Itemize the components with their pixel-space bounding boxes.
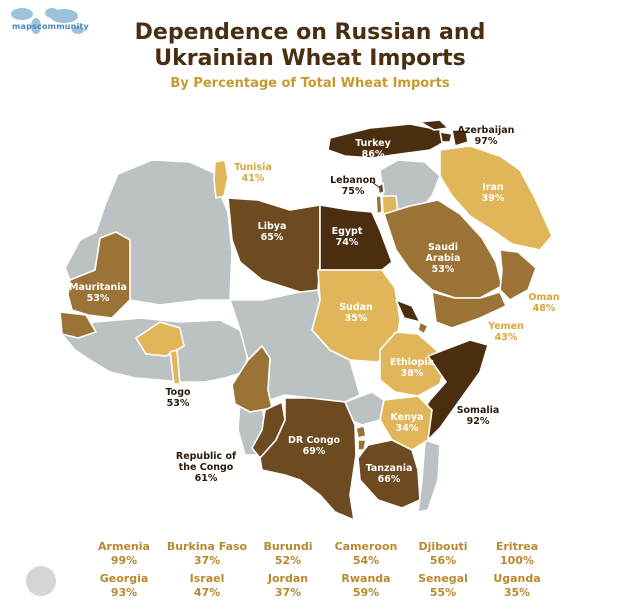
region-east-south <box>417 439 441 513</box>
country-rwanda <box>355 425 367 439</box>
country-somalia <box>417 339 489 441</box>
country-armenia <box>439 131 453 143</box>
other-country-pct: 54% <box>353 554 379 567</box>
country-oman <box>499 249 537 301</box>
other-country-pct: 59% <box>353 586 379 599</box>
label-ethiopia: Ethiopia 38% <box>390 357 434 379</box>
label-tanzania: Tanzania 66% <box>366 463 413 485</box>
country-iran <box>439 145 553 251</box>
other-country-name: Uganda <box>493 572 540 585</box>
label-tunisia: Tunisia 41% <box>234 162 272 184</box>
leader-line-lebanon <box>371 181 381 189</box>
other-country-name: Armenia <box>98 540 150 553</box>
other-country-name: Djibouti <box>419 540 468 553</box>
country-lebanon <box>377 182 385 195</box>
country-burkina-faso <box>135 321 185 357</box>
title-line-2: Ukrainian Wheat Imports <box>154 46 466 71</box>
country-tanzania <box>357 439 421 509</box>
other-country-name: Jordan <box>267 572 308 585</box>
label-lebanon: Lebanon 75% <box>330 175 376 197</box>
other-country-pct: 37% <box>194 554 220 567</box>
other-country-name: Georgia <box>100 572 149 585</box>
other-country-name: Rwanda <box>341 572 390 585</box>
label-oman: Oman 48% <box>528 292 559 314</box>
label-drcongo: DR Congo 69% <box>288 435 341 457</box>
world-map-logo-icon <box>11 8 84 34</box>
country-mauritania <box>67 231 131 319</box>
label-saudi: Saudi Arabia 53% <box>426 242 461 275</box>
map-labels: Turkey 86% Azerbaijan 97% Tunisia 41% Lebanon 7… <box>69 125 560 485</box>
label-turkey: Turkey 86% <box>355 138 391 160</box>
label-somalia: Somalia 92% <box>457 405 500 427</box>
other-country-pct: 55% <box>430 586 456 599</box>
label-yemen: Yemen 43% <box>487 321 524 343</box>
other-country-name: Senegal <box>418 572 468 585</box>
country-sudan <box>311 269 401 363</box>
other-country-pct: 35% <box>504 586 530 599</box>
other-country-pct: 47% <box>194 586 220 599</box>
label-rcongo: Republic of the Congo 61% <box>176 451 237 484</box>
country-togo <box>169 349 181 385</box>
other-country-pct: 37% <box>275 586 301 599</box>
label-azerbaijan: Azerbaijan 97% <box>458 125 515 147</box>
country-kenya <box>379 395 433 451</box>
title-line-1: Dependence on Russian and <box>134 20 486 45</box>
country-israel <box>375 195 383 215</box>
country-dr-congo <box>259 397 357 521</box>
other-country-name: Israel <box>190 572 225 585</box>
label-libya: Libya 65% <box>258 221 287 243</box>
label-mauritania: Mauritania 53% <box>69 282 127 304</box>
country-georgia <box>419 119 449 131</box>
country-senegal <box>59 311 97 339</box>
country-tunisia <box>213 159 229 199</box>
label-kenya: Kenya 34% <box>390 412 423 434</box>
map-subtitle: By Percentage of Total Wheat Imports <box>170 76 450 91</box>
country-libya <box>227 197 321 293</box>
other-country-name: Burkina Faso <box>167 540 248 553</box>
country-yemen <box>431 291 507 329</box>
other-country-pct: 52% <box>275 554 301 567</box>
brand-name: mapscommunity <box>12 22 89 31</box>
other-country-pct: 56% <box>430 554 456 567</box>
other-country-pct: 99% <box>111 554 137 567</box>
other-country-pct: 100% <box>500 554 534 567</box>
label-sudan: Sudan 35% <box>339 302 373 324</box>
other-country-name: Cameroon <box>335 540 398 553</box>
other-country-pct: 93% <box>111 586 137 599</box>
label-iran: Iran 39% <box>482 182 505 204</box>
label-egypt: Egypt 74% <box>332 226 363 248</box>
country-turkey <box>327 123 449 159</box>
country-djibouti <box>417 321 429 335</box>
map-title: Dependence on Russian and Ukrainian Whea… <box>0 20 620 72</box>
other-country-name: Eritrea <box>496 540 538 553</box>
label-togo: Togo 53% <box>165 387 191 409</box>
other-country-name: Burundi <box>264 540 313 553</box>
country-azerbaijan <box>451 129 469 147</box>
avatar-icon[interactable] <box>26 566 56 596</box>
